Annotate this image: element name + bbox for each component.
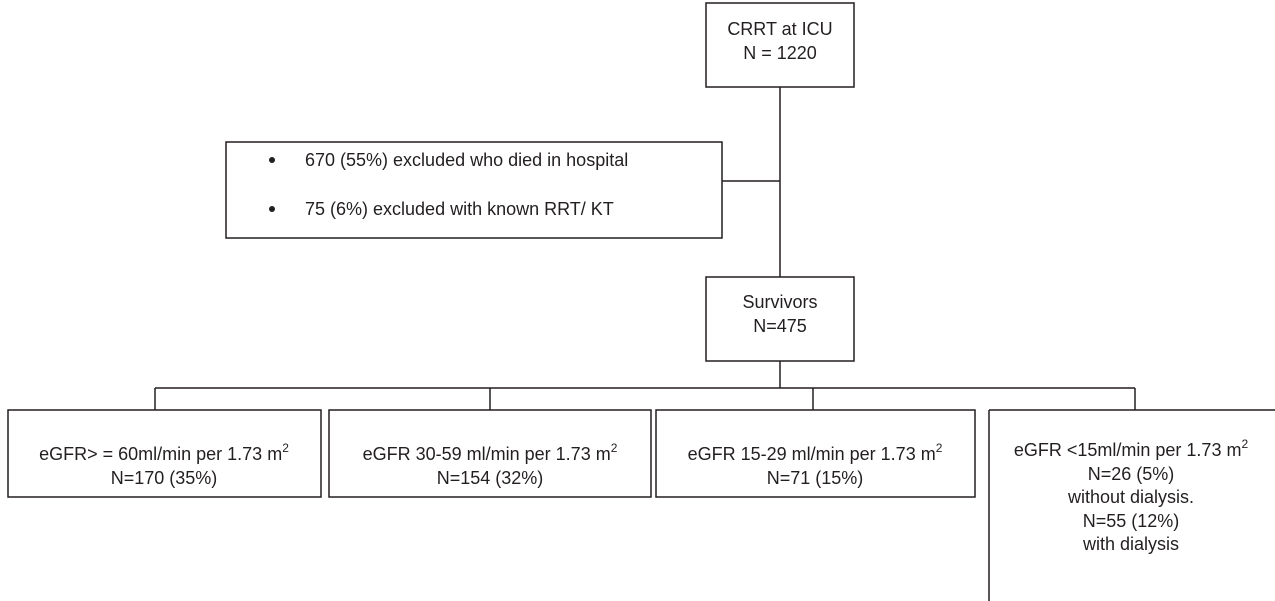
node-text: N=475 — [753, 316, 807, 336]
superscript: 2 — [936, 441, 943, 455]
heading-text: eGFR 15-29 ml/min per 1.73 m — [688, 444, 936, 464]
node-text: N=170 (35%) — [111, 468, 218, 488]
superscript: 2 — [282, 441, 289, 455]
node-text: N=154 (32%) — [437, 468, 544, 488]
node-text: Survivors — [742, 292, 817, 312]
node-text: N=26 (5%) — [1088, 464, 1175, 484]
bullet — [269, 206, 275, 212]
group-heading: eGFR 30-59 ml/min per 1.73 m2 — [363, 441, 618, 464]
bullet — [269, 157, 275, 163]
superscript: 2 — [1241, 437, 1248, 451]
heading-text: eGFR> = 60ml/min per 1.73 m — [39, 444, 282, 464]
group-heading: eGFR> = 60ml/min per 1.73 m2 — [39, 441, 289, 464]
heading-text: eGFR <15ml/min per 1.73 m — [1014, 440, 1242, 460]
node-text: without dialysis. — [1067, 487, 1194, 507]
node-text: N = 1220 — [743, 43, 817, 63]
node-text: N=71 (15%) — [767, 468, 864, 488]
group-box — [655, 409, 976, 498]
bullet-text: 670 (55%) excluded who died in hospital — [305, 150, 628, 170]
superscript: 2 — [611, 441, 618, 455]
group-heading: eGFR <15ml/min per 1.73 m2 — [1014, 437, 1249, 460]
group-box — [7, 409, 322, 498]
exclusion-box — [225, 141, 723, 239]
heading-text: eGFR 30-59 ml/min per 1.73 m — [363, 444, 611, 464]
node-text: CRRT at ICU — [727, 19, 832, 39]
group-heading: eGFR 15-29 ml/min per 1.73 m2 — [688, 441, 943, 464]
node-text: with dialysis — [1082, 534, 1179, 554]
bullet-text: 75 (6%) excluded with known RRT/ KT — [305, 199, 614, 219]
node-text: N=55 (12%) — [1083, 511, 1180, 531]
